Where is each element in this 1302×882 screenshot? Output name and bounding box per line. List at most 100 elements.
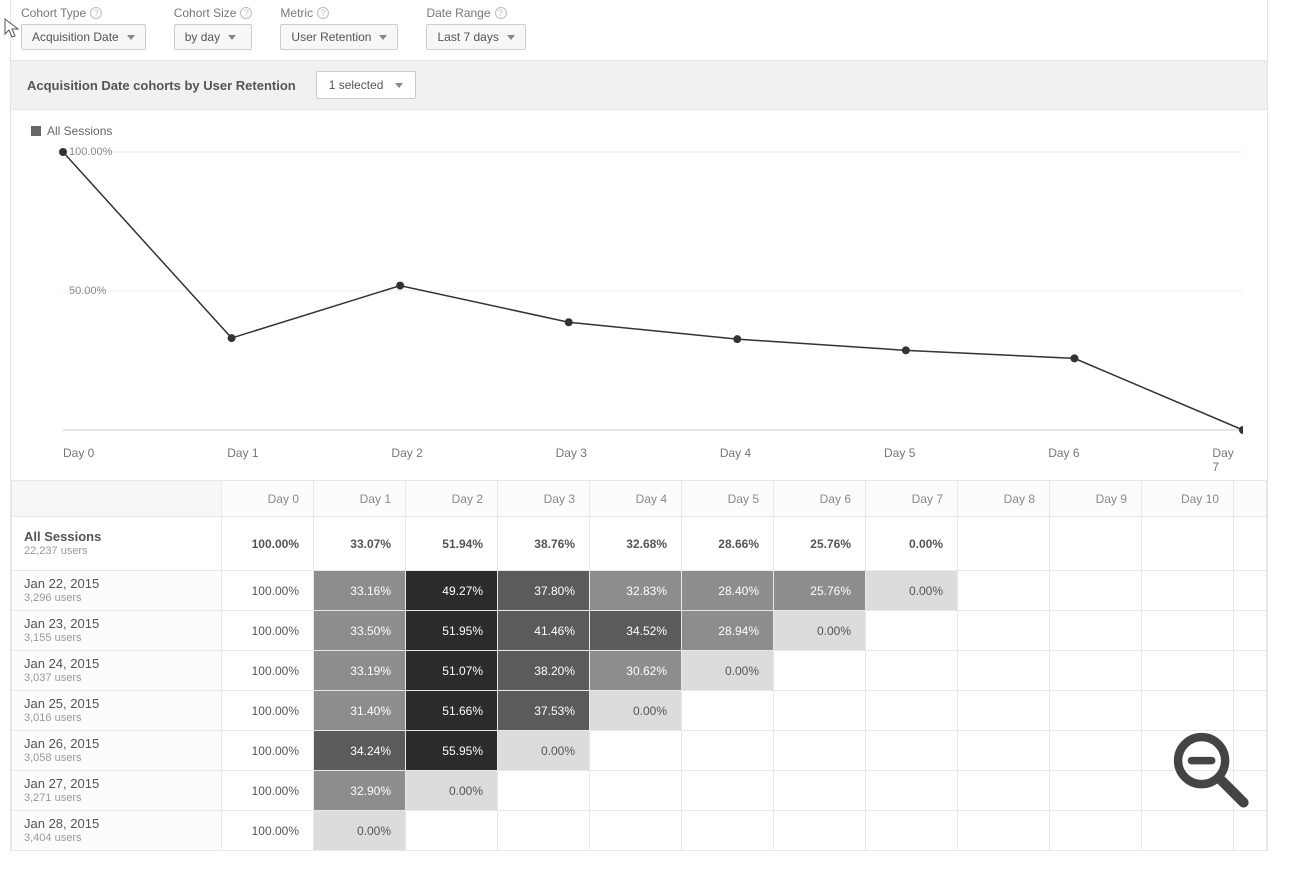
- chart-xtick-label: Day 5: [884, 446, 1048, 474]
- retention-cell: [682, 771, 774, 811]
- retention-cell: [1142, 811, 1234, 851]
- date-range-label: Date Range ?: [426, 6, 525, 20]
- retention-cell: 100.00%: [222, 771, 314, 811]
- retention-cell: [1142, 571, 1234, 611]
- retention-cell: 0.00%: [498, 731, 590, 771]
- retention-cell: 0.00%: [682, 651, 774, 691]
- chart-ytick-label: 50.00%: [69, 285, 106, 297]
- retention-cell: [774, 691, 866, 731]
- retention-cell: [1142, 731, 1234, 771]
- summary-cell: [1050, 517, 1142, 571]
- cohort-size-label-text: Cohort Size: [174, 6, 237, 20]
- chart-xtick-label: Day 6: [1048, 446, 1212, 474]
- row-label: Jan 26, 20153,058 users: [12, 731, 222, 771]
- summary-cell: 0.00%: [866, 517, 958, 571]
- retention-cell: 41.46%: [498, 611, 590, 651]
- retention-cell: [1142, 771, 1234, 811]
- table-header-day: Day 6: [774, 481, 866, 517]
- retention-cell: 34.52%: [590, 611, 682, 651]
- metric-value: User Retention: [291, 30, 371, 44]
- metric-label: Metric ?: [280, 6, 398, 20]
- retention-cell: 0.00%: [314, 811, 406, 851]
- summary-cell: 25.76%: [774, 517, 866, 571]
- date-range-dropdown[interactable]: Last 7 days: [426, 24, 525, 50]
- date-range-value: Last 7 days: [437, 30, 498, 44]
- summary-cell: 32.68%: [590, 517, 682, 571]
- summary-row-label: All Sessions22,237 users: [12, 517, 222, 571]
- legend-swatch: [31, 126, 41, 136]
- summary-cell: [1142, 517, 1234, 571]
- metric-dropdown[interactable]: User Retention: [280, 24, 398, 50]
- help-icon[interactable]: ?: [240, 7, 252, 19]
- retention-cell: 37.53%: [498, 691, 590, 731]
- table-header-day: Day 1: [314, 481, 406, 517]
- table-header-day: Day 4: [590, 481, 682, 517]
- retention-cell: [590, 811, 682, 851]
- chevron-down-icon: [379, 35, 387, 40]
- retention-cell: [1050, 571, 1142, 611]
- retention-cell: [1234, 571, 1267, 611]
- series-selected-label: 1 selected: [329, 78, 384, 92]
- retention-cell: 32.90%: [314, 771, 406, 811]
- retention-cell: [1234, 691, 1267, 731]
- retention-cell: 33.50%: [314, 611, 406, 651]
- chevron-down-icon: [228, 35, 236, 40]
- retention-cell: 32.83%: [590, 571, 682, 611]
- retention-cell: [1234, 811, 1267, 851]
- retention-cell: [1050, 811, 1142, 851]
- chart-ytick-label: 100.00%: [69, 146, 112, 158]
- chevron-down-icon: [395, 83, 403, 88]
- retention-cell: [1050, 771, 1142, 811]
- retention-cell: 33.19%: [314, 651, 406, 691]
- cohort-type-value: Acquisition Date: [32, 30, 119, 44]
- chart-xtick-label: Day 0: [63, 446, 227, 474]
- retention-cell: 33.16%: [314, 571, 406, 611]
- table-header-blank: [12, 481, 222, 517]
- table-header-blank: [1234, 481, 1267, 517]
- retention-cell: [1142, 691, 1234, 731]
- table-row: Jan 23, 20153,155 users100.00%33.50%51.9…: [12, 611, 1267, 651]
- retention-cell: 51.07%: [406, 651, 498, 691]
- table-header-day: Day 9: [1050, 481, 1142, 517]
- summary-cell: 28.66%: [682, 517, 774, 571]
- table-summary-row: All Sessions22,237 users100.00%33.07%51.…: [12, 517, 1267, 571]
- retention-cell: [866, 771, 958, 811]
- cohort-type-dropdown[interactable]: Acquisition Date: [21, 24, 146, 50]
- retention-cell: 0.00%: [590, 691, 682, 731]
- series-selected-dropdown[interactable]: 1 selected: [316, 71, 417, 99]
- table-row: Jan 24, 20153,037 users100.00%33.19%51.0…: [12, 651, 1267, 691]
- retention-cell: 49.27%: [406, 571, 498, 611]
- help-icon[interactable]: ?: [90, 7, 102, 19]
- retention-cell: [406, 811, 498, 851]
- help-icon[interactable]: ?: [495, 7, 507, 19]
- retention-cell: [498, 771, 590, 811]
- chart-legend: All Sessions: [31, 124, 1255, 138]
- retention-cell: [958, 811, 1050, 851]
- retention-cell: 25.76%: [774, 571, 866, 611]
- row-label: Jan 27, 20153,271 users: [12, 771, 222, 811]
- chart-xtick-label: Day 2: [391, 446, 555, 474]
- help-icon[interactable]: ?: [317, 7, 329, 19]
- retention-cell: 51.95%: [406, 611, 498, 651]
- summary-cell: 33.07%: [314, 517, 406, 571]
- table-header-day: Day 0: [222, 481, 314, 517]
- retention-cell: [1050, 651, 1142, 691]
- cohort-retention-table: Day 0Day 1Day 2Day 3Day 4Day 5Day 6Day 7…: [11, 480, 1267, 851]
- row-label: Jan 23, 20153,155 users: [12, 611, 222, 651]
- retention-cell: [958, 651, 1050, 691]
- table-header-day: Day 8: [958, 481, 1050, 517]
- cohort-size-value: by day: [185, 30, 220, 44]
- chevron-down-icon: [507, 35, 515, 40]
- cohort-size-dropdown[interactable]: by day: [174, 24, 253, 50]
- retention-cell: [1234, 611, 1267, 651]
- retention-cell: [590, 731, 682, 771]
- retention-cell: 100.00%: [222, 651, 314, 691]
- retention-cell: [774, 651, 866, 691]
- retention-cell: 28.94%: [682, 611, 774, 651]
- retention-cell: [774, 731, 866, 771]
- chart-title: Acquisition Date cohorts by User Retenti…: [27, 78, 296, 93]
- date-range-label-text: Date Range: [426, 6, 490, 20]
- row-label: Jan 25, 20153,016 users: [12, 691, 222, 731]
- retention-cell: [958, 571, 1050, 611]
- retention-cell: 100.00%: [222, 571, 314, 611]
